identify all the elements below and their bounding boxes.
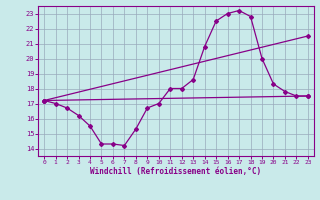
X-axis label: Windchill (Refroidissement éolien,°C): Windchill (Refroidissement éolien,°C): [91, 167, 261, 176]
